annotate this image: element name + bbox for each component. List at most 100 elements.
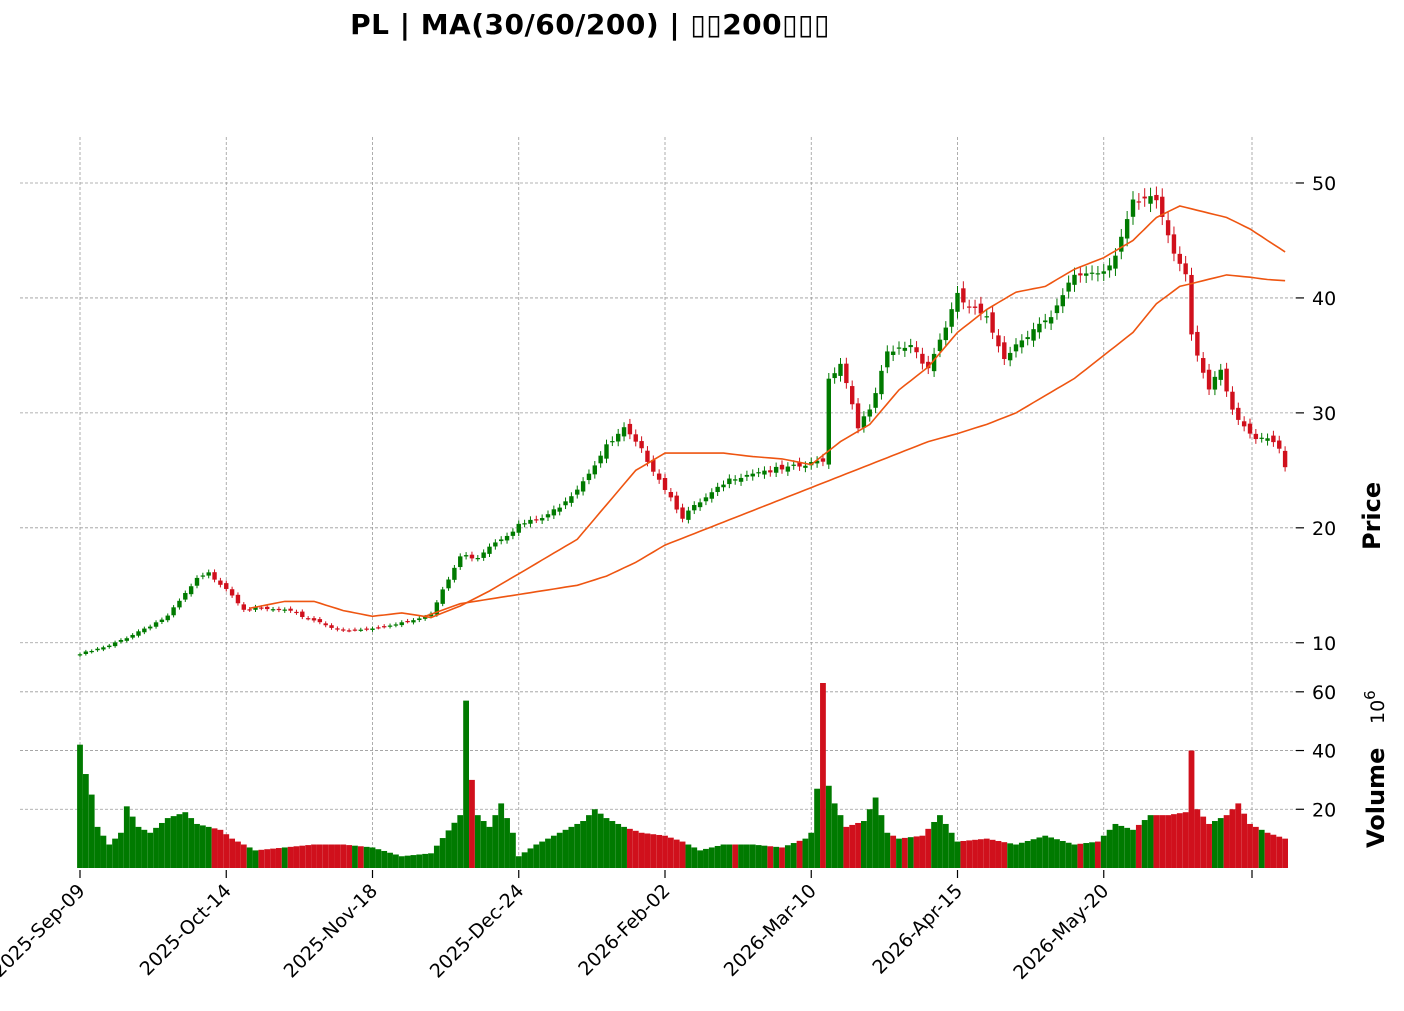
volume-bar bbox=[474, 815, 481, 868]
volume-bar bbox=[287, 846, 294, 868]
candle-body bbox=[270, 609, 276, 611]
volume-bar bbox=[1112, 823, 1119, 868]
volume-bar bbox=[1130, 829, 1136, 868]
candle-body bbox=[1224, 368, 1229, 392]
volume-bar bbox=[1071, 844, 1078, 868]
volume-bar bbox=[708, 847, 715, 868]
candlesticks bbox=[77, 186, 1288, 657]
candle-body bbox=[440, 589, 445, 604]
volume-bar bbox=[404, 855, 411, 868]
x-tick-label: 2025-Nov-18 bbox=[280, 880, 382, 982]
volume-bar bbox=[457, 815, 464, 868]
volume-bar bbox=[141, 829, 148, 868]
candle-body bbox=[136, 631, 141, 636]
price-tick-label: 50 bbox=[1312, 173, 1336, 195]
volume-bar bbox=[896, 838, 902, 868]
candle-body bbox=[820, 458, 826, 462]
candle-body bbox=[680, 507, 685, 519]
candle-body bbox=[651, 459, 656, 472]
candle-body bbox=[1002, 342, 1007, 360]
x-tick-label: 2025-Sep-09 bbox=[0, 880, 90, 982]
volume-bar bbox=[609, 821, 616, 868]
volume-bar bbox=[1229, 809, 1236, 868]
volume-bar bbox=[773, 846, 780, 868]
volume-bar bbox=[1013, 844, 1019, 868]
volume-bar bbox=[498, 803, 505, 868]
volume-bar bbox=[597, 813, 604, 868]
volume-bar bbox=[1100, 835, 1107, 868]
candle-body bbox=[206, 572, 211, 576]
candle-body bbox=[130, 634, 135, 638]
candle-body bbox=[914, 347, 919, 353]
candle-body bbox=[990, 312, 995, 333]
candle-body bbox=[265, 606, 270, 610]
ma30-line bbox=[249, 205, 1286, 619]
volume-bar bbox=[1188, 750, 1195, 868]
candle-body bbox=[850, 386, 855, 405]
chart-title: PL | MA(30/60/200) | ▯▯200▯▯▯ bbox=[350, 8, 830, 41]
candle-body bbox=[920, 353, 925, 364]
volume-bar bbox=[1077, 843, 1084, 868]
volume-bar bbox=[316, 844, 323, 868]
candle-body bbox=[1160, 196, 1165, 217]
volume-bar bbox=[340, 844, 347, 868]
candle-body bbox=[955, 292, 960, 312]
volume-bar bbox=[416, 854, 423, 868]
volume-bar bbox=[586, 815, 592, 868]
volume-bar bbox=[948, 832, 955, 868]
candle-body bbox=[358, 629, 363, 631]
volume-bar bbox=[568, 826, 575, 868]
volume-bar bbox=[714, 845, 721, 868]
candle-body bbox=[1089, 272, 1095, 274]
volume-bar bbox=[469, 779, 475, 868]
volume-bar bbox=[937, 815, 943, 868]
candle-body bbox=[452, 567, 457, 580]
volume-bar bbox=[901, 837, 908, 868]
candle-body bbox=[1101, 271, 1106, 274]
candle-body bbox=[294, 611, 299, 614]
volume-bar bbox=[1241, 813, 1248, 868]
volume-bar bbox=[1106, 829, 1113, 868]
candle-body bbox=[785, 466, 791, 472]
volume-bar bbox=[88, 794, 95, 868]
candle-body bbox=[534, 519, 539, 521]
volume-bar bbox=[603, 818, 610, 868]
candle-body bbox=[890, 351, 896, 355]
candle-body bbox=[446, 579, 451, 589]
candle-body bbox=[171, 607, 176, 616]
volume-bar bbox=[627, 828, 633, 868]
x-tick-label: 2025-Oct-14 bbox=[136, 880, 236, 980]
volume-bar bbox=[1065, 842, 1072, 868]
candle-body bbox=[148, 626, 153, 629]
candle-body bbox=[434, 602, 440, 615]
candle-body bbox=[1259, 437, 1264, 439]
candle-body bbox=[183, 592, 188, 600]
volume-bar bbox=[123, 806, 130, 868]
volume-bar bbox=[305, 845, 312, 868]
candle-body bbox=[738, 477, 744, 482]
volume-bar bbox=[492, 815, 499, 868]
candle-body bbox=[300, 611, 305, 618]
candle-body bbox=[1277, 440, 1282, 449]
candle-body bbox=[393, 624, 399, 626]
volume-bar bbox=[1042, 835, 1049, 868]
candle-body bbox=[382, 626, 387, 628]
volume-bar bbox=[1282, 838, 1288, 868]
volume-bar bbox=[697, 850, 703, 868]
volume-bar bbox=[533, 844, 540, 868]
candle-body bbox=[978, 303, 984, 314]
candle-body bbox=[276, 608, 282, 611]
volume-bar bbox=[767, 846, 774, 868]
candle-body bbox=[1124, 219, 1130, 239]
volume-bar bbox=[744, 844, 750, 868]
candle-body bbox=[768, 470, 773, 473]
volume-bar bbox=[147, 832, 154, 868]
volume-bar bbox=[907, 837, 914, 868]
volume-bar bbox=[439, 838, 446, 868]
volume-bar bbox=[679, 841, 686, 868]
volume-bar bbox=[1018, 842, 1025, 868]
volume-bar bbox=[644, 833, 651, 868]
volume-bar bbox=[328, 844, 335, 868]
volume-bar bbox=[428, 853, 434, 868]
candle-body bbox=[756, 472, 761, 474]
